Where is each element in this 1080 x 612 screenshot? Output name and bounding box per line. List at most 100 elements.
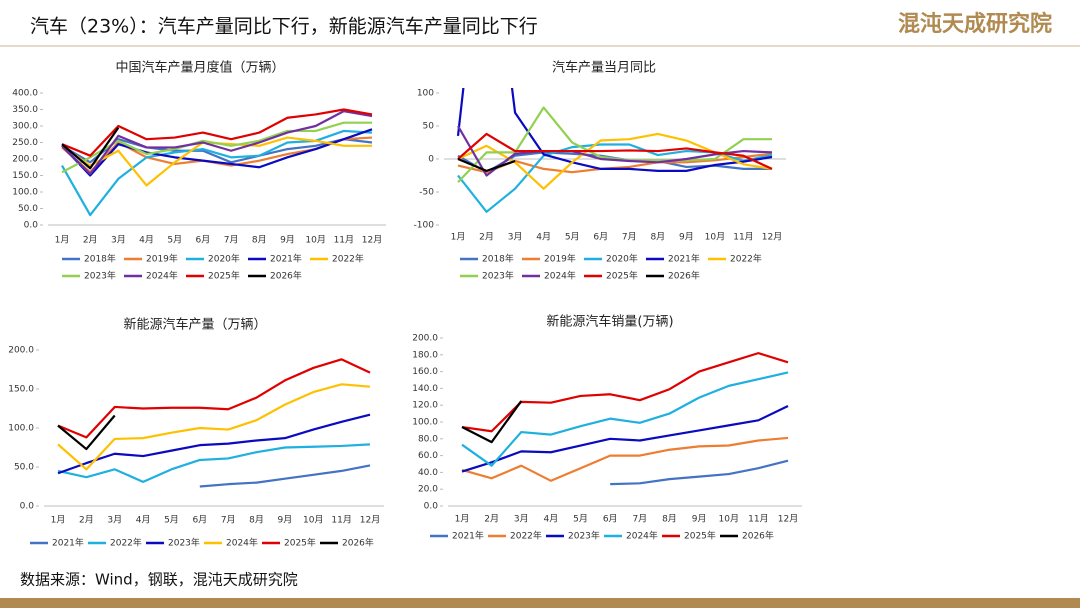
x-tick-label: 9月: [679, 232, 694, 243]
plot-area: [456, 88, 773, 213]
x-tick-label: 12月: [778, 514, 798, 525]
y-tick-label: 100: [417, 89, 434, 99]
series-line: [461, 436, 789, 482]
legend-label: 2021年: [52, 537, 84, 549]
x-tick-label: 7月: [632, 514, 647, 525]
y-tick-label: 50.0: [18, 204, 38, 214]
x-tick-label: 3月: [508, 232, 523, 243]
x-tick-label: 10月: [303, 515, 323, 526]
x-tick-label: 6月: [196, 235, 211, 246]
x-tick-label: 4月: [139, 235, 154, 246]
x-tick-label: 1月: [51, 515, 66, 526]
y-tick-label: 160.0: [412, 367, 438, 377]
x-tick-label: 9月: [692, 514, 707, 525]
legend-label: 2024年: [544, 270, 576, 282]
footer-bar: [0, 598, 1080, 608]
x-tick-label: 6月: [603, 514, 618, 525]
x-tick-label: 6月: [593, 232, 608, 243]
series-line: [461, 352, 789, 433]
x-tick-label: 10月: [719, 514, 739, 525]
x-tick-label: 2月: [79, 515, 94, 526]
y-tick-label: 100.0: [12, 188, 38, 198]
legend-label: 2020年: [606, 253, 638, 265]
x-tick-label: 11月: [331, 515, 351, 526]
x-tick-label: 11月: [334, 235, 354, 246]
plot-area: [61, 108, 373, 217]
x-tick-label: 10月: [305, 235, 325, 246]
x-tick-label: 4月: [544, 514, 559, 525]
y-tick-label: 120.0: [412, 401, 438, 411]
series-line: [461, 405, 789, 473]
series-line: [457, 132, 773, 170]
x-tick-label: 9月: [280, 235, 295, 246]
series-line: [457, 157, 516, 172]
x-tick-label: 11月: [748, 514, 768, 525]
y-tick-label: 0: [428, 155, 434, 165]
x-tick-label: 2月: [484, 514, 499, 525]
x-tick-label: 5月: [565, 232, 580, 243]
legend-label: 2020年: [208, 253, 240, 265]
x-tick-label: 3月: [111, 235, 126, 246]
x-tick-label: 2月: [479, 232, 494, 243]
legend-label: 2022年: [110, 537, 142, 549]
x-tick-label: 8月: [249, 515, 264, 526]
y-tick-label: -100: [414, 221, 435, 231]
y-tick-label: 50.0: [14, 463, 34, 473]
y-tick-label: 400.0: [12, 89, 38, 99]
series-line: [61, 127, 120, 170]
x-tick-label: 1月: [55, 235, 70, 246]
plot-area: [57, 358, 371, 488]
x-tick-label: 3月: [107, 515, 122, 526]
y-tick-label: 40.0: [418, 468, 438, 478]
y-tick-label: 20.0: [418, 485, 438, 495]
legend-label: 2025年: [284, 537, 316, 549]
x-tick-label: 8月: [650, 232, 665, 243]
legend-label: 2026年: [668, 270, 700, 282]
x-tick-label: 3月: [514, 514, 529, 525]
series-line: [57, 383, 371, 471]
series-line: [61, 110, 373, 175]
plot-area: [461, 352, 789, 486]
x-tick-label: 5月: [164, 515, 179, 526]
legend-label: 2024年: [146, 270, 178, 282]
y-tick-label: 350.0: [12, 105, 38, 115]
x-tick-label: 1月: [451, 232, 466, 243]
y-tick-label: 60.0: [418, 451, 438, 461]
x-tick-label: 7月: [622, 232, 637, 243]
x-tick-label: 11月: [733, 232, 753, 243]
x-tick-label: 6月: [192, 515, 207, 526]
x-tick-label: 12月: [360, 515, 380, 526]
y-tick-label: 200.0: [412, 334, 438, 344]
legend-label: 2019年: [544, 253, 576, 265]
legend-label: 2023年: [84, 270, 116, 282]
legend-label: 2023年: [168, 537, 200, 549]
y-tick-label: 0.0: [20, 502, 35, 512]
y-tick-label: 80.0: [418, 434, 438, 444]
series-line: [461, 371, 789, 467]
legend-label: 2023年: [568, 530, 600, 542]
x-tick-label: 12月: [762, 232, 782, 243]
legend-label: 2019年: [146, 253, 178, 265]
legend-label: 2022年: [332, 253, 364, 265]
legend-label: 2021年: [270, 253, 302, 265]
y-tick-label: 140.0: [412, 384, 438, 394]
legend-label: 2025年: [208, 270, 240, 282]
legend-label: 2026年: [742, 530, 774, 542]
legend-label: 2025年: [606, 270, 638, 282]
y-tick-label: 100.0: [412, 418, 438, 428]
series-line: [456, 88, 773, 172]
y-tick-label: -50: [419, 188, 434, 198]
series-line: [199, 464, 371, 488]
x-tick-label: 8月: [252, 235, 267, 246]
x-tick-label: 5月: [167, 235, 182, 246]
x-tick-label: 7月: [224, 235, 239, 246]
chart-title: 新能源汽车销量(万辆): [546, 314, 673, 330]
legend-label: 2022年: [730, 253, 762, 265]
x-tick-label: 1月: [455, 514, 470, 525]
legend-label: 2024年: [226, 537, 258, 549]
series-line: [57, 413, 371, 475]
series-line: [457, 106, 772, 183]
series-line: [61, 108, 373, 157]
